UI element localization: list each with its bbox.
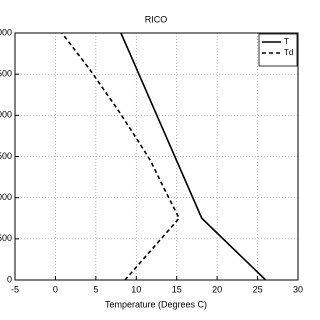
chart-title: RICO [145,14,168,24]
y-tick-label: 2500 [0,69,12,79]
x-tick-label: 0 [53,284,58,294]
legend-label: T [284,37,289,46]
x-tick-label: 30 [293,284,303,294]
y-tick-label: 2000 [0,110,12,120]
legend-label: Td [284,48,293,57]
x-tick-label: 10 [131,284,141,294]
legend-box [258,33,298,67]
x-tick-label: 15 [172,284,182,294]
x-tick-label: -5 [11,284,19,294]
x-tick-label: 5 [93,284,98,294]
line-series [61,32,181,281]
line-series [120,32,267,281]
y-tick-label: 1000 [0,192,12,202]
plot-frame [14,32,299,281]
x-tick-label: 25 [253,284,263,294]
y-tick-label: 1500 [0,151,12,161]
x-tick-label: 20 [212,284,222,294]
y-tick-label: 500 [0,233,12,243]
y-tick-label: 0 [7,274,12,284]
x-axis-label: Temperature (Degrees C) [105,299,207,309]
